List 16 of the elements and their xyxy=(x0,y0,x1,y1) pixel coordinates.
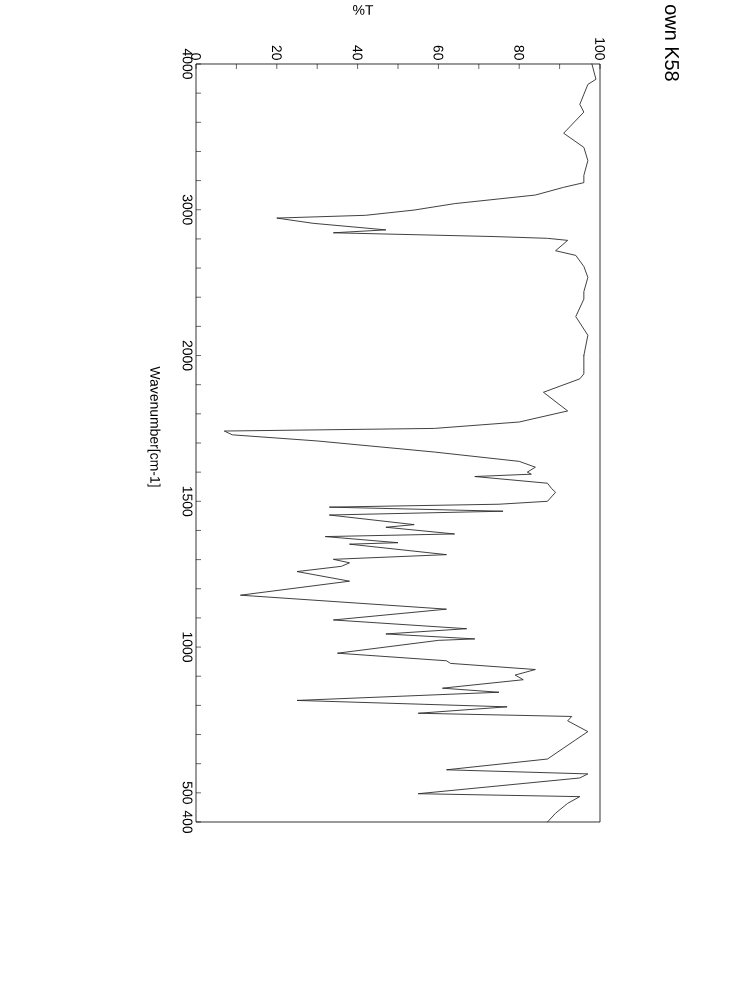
x-tick-label: 80 xyxy=(514,45,525,60)
y-tick-label: 3000 xyxy=(182,194,193,225)
x-tick-label: 40 xyxy=(352,45,363,60)
y-tick-label: 2000 xyxy=(182,340,193,371)
y-tick-label: 400 xyxy=(182,810,193,834)
y-tick-label: 1500 xyxy=(182,486,193,517)
y-tick-label: 4000 xyxy=(182,48,193,79)
x-tick-label: 20 xyxy=(271,45,282,60)
text: own K58 xyxy=(664,5,680,81)
x-tick-label: 60 xyxy=(433,45,444,60)
y-axis-title: Wavenumber[cm-1] xyxy=(147,366,161,487)
y-tick-label: 500 xyxy=(182,781,193,804)
x-tick-label: 100 xyxy=(595,38,605,60)
y-tick-label: 1000 xyxy=(182,632,193,663)
x-axis-title: %T xyxy=(353,5,374,15)
x-tick-label: 0 xyxy=(191,53,201,60)
